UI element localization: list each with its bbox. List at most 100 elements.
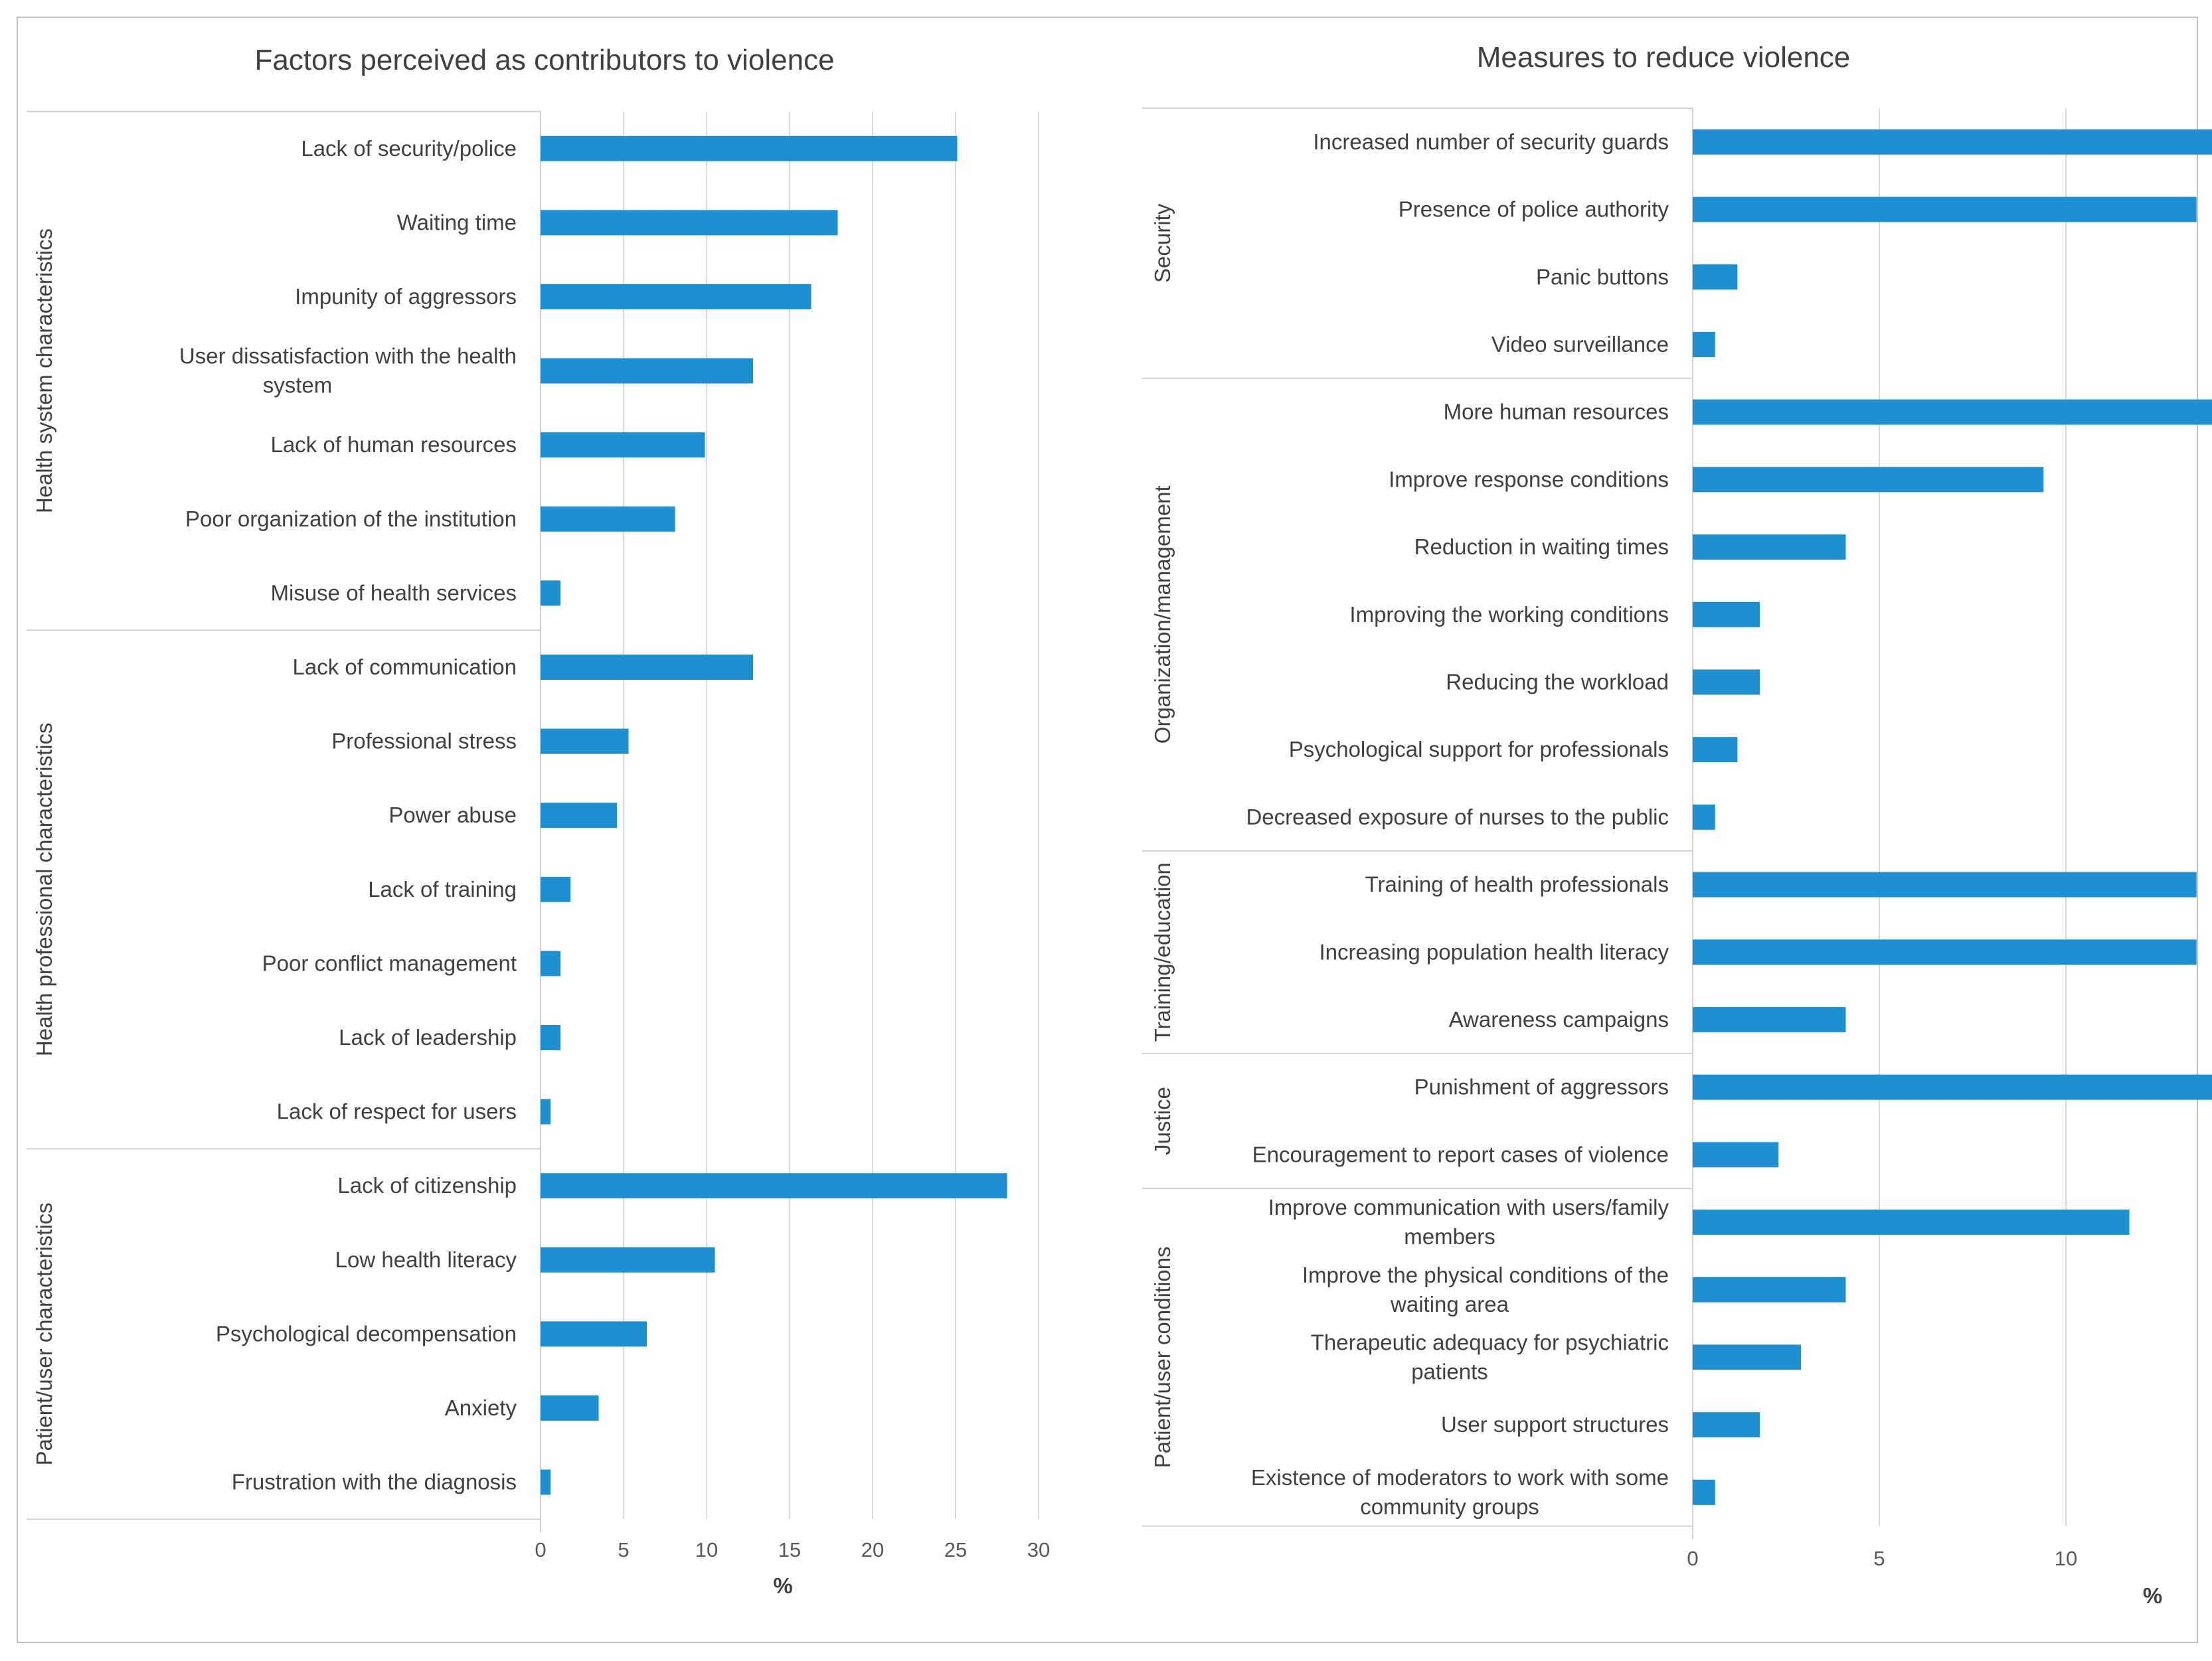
bar-frustration-with-the-diagnosis	[541, 1469, 551, 1495]
category-label: Punishment of aggressors	[1414, 1075, 1669, 1099]
category-label: Awareness campaigns	[1449, 1007, 1669, 1032]
bar-existence-of-moderators-to-work-with-some-community-groups	[1693, 1479, 1715, 1505]
category-label: Training of health professionals	[1365, 872, 1669, 897]
group-label: Patient/user characteristics	[32, 1202, 56, 1465]
bar-lack-of-citizenship	[541, 1173, 1007, 1199]
bar-reducing-the-workload	[1693, 669, 1760, 695]
x-tick-label: 10	[695, 1538, 718, 1561]
bar-power-abuse	[541, 803, 617, 829]
category-label: Therapeutic adequacy for psychiatric pati…	[1311, 1330, 1669, 1384]
bar-increased-number-of-security-guards	[1693, 129, 2212, 155]
category-label: Frustration with the diagnosis	[232, 1470, 517, 1494]
bar-lack-of-respect-for-users	[541, 1099, 551, 1125]
bar-lack-of-security-police	[541, 135, 958, 161]
group-health-professional-characteristics: Health professional characteristics Lack …	[32, 655, 753, 1125]
group-label: Training/education	[1150, 862, 1175, 1042]
group-patient-user-conditions: Patient/user conditions Improve communica…	[1150, 1195, 2130, 1519]
x-tick-label: 30	[1027, 1538, 1050, 1561]
category-label: Poor organization of the institution	[185, 507, 517, 531]
category-label: Presence of police authority	[1399, 197, 1669, 222]
figure-frame	[17, 17, 2198, 1643]
category-label: Decreased exposure of nurses to the publ…	[1246, 805, 1669, 829]
category-label: Impunity of aggressors	[295, 284, 517, 309]
category-label: Psychological decompensation	[216, 1321, 517, 1346]
bar-more-human-resources	[1693, 399, 2212, 425]
category-label: Improve communication with users/family m…	[1268, 1195, 1669, 1249]
category-label: More human resources	[1444, 400, 1669, 424]
bar-panic-buttons	[1693, 264, 1738, 290]
chart-title: Measures to reduce violence	[1477, 41, 1851, 74]
bar-improve-the-physical-conditions-of-the-waiting-area	[1693, 1277, 1846, 1303]
bar-training-of-health-professionals	[1693, 872, 2197, 898]
bar-poor-organization-of-the-institution	[541, 506, 675, 532]
category-label: Lack of leadership	[339, 1025, 517, 1050]
bar-awareness-campaigns	[1693, 1006, 1846, 1032]
category-label: Lack of training	[368, 877, 517, 902]
x-tick-label: 15	[778, 1538, 801, 1561]
bar-user-support-structures	[1693, 1412, 1760, 1438]
group-justice: Justice Punishment of aggressors Encourage…	[1150, 1074, 2212, 1168]
category-label: Misuse of health services	[271, 580, 517, 605]
bar-impunity-of-aggressors	[541, 284, 811, 309]
group-label: Patient/user conditions	[1150, 1247, 1175, 1468]
bar-low-health-literacy	[541, 1247, 715, 1273]
category-label: Waiting time	[397, 210, 517, 234]
bar-user-dissatisfaction-with-the-health-system	[541, 358, 753, 384]
x-axis-label: %	[773, 1573, 792, 1598]
bar-psychological-decompensation	[541, 1321, 647, 1347]
bar-encouragement-to-report-cases-of-violence	[1693, 1142, 1779, 1168]
bar-punishment-of-aggressors	[1693, 1074, 2212, 1100]
category-label: Increased number of security guards	[1313, 129, 1669, 154]
bar-anxiety	[541, 1395, 599, 1421]
x-tick-label: 25	[944, 1538, 967, 1561]
category-label: Psychological support for professionals	[1289, 737, 1669, 761]
chart-panel-1: Factors perceived as contributors to vio…	[27, 44, 1050, 1598]
category-label: Increasing population health literacy	[1319, 939, 1669, 964]
group-label: Justice	[1150, 1087, 1175, 1155]
group-organization-management: Organization/management More human resour…	[1150, 399, 2212, 830]
x-tick-label: 5	[618, 1538, 629, 1561]
category-label: Existence of moderators to work with som…	[1251, 1465, 1669, 1519]
group-label: Health system characteristics	[32, 228, 56, 513]
group-label: Organization/management	[1150, 485, 1175, 744]
x-axis-label: %	[2143, 1583, 2162, 1608]
category-label: Encouragement to report cases of violenc…	[1252, 1142, 1669, 1166]
bar-improving-the-working-conditions	[1693, 601, 1760, 627]
category-label: Power abuse	[388, 803, 517, 827]
bar-video-surveillance	[1693, 331, 1715, 357]
x-tick-label: 10	[2055, 1547, 2077, 1570]
bar-professional-stress	[541, 728, 629, 754]
category-label: Anxiety	[445, 1395, 517, 1420]
x-tick-label: 0	[535, 1538, 546, 1561]
category-label: Reduction in waiting times	[1414, 534, 1669, 559]
chart-panel-2: Measures to reduce violence0510152025%Se…	[1142, 41, 2212, 1608]
category-label: User dissatisfaction with the health syst…	[179, 344, 517, 398]
category-label: Lack of respect for users	[277, 1099, 517, 1124]
category-label: Low health literacy	[335, 1247, 517, 1272]
group-health-system-characteristics: Health system characteristics Lack of sec…	[32, 135, 958, 606]
x-tick-label: 5	[1873, 1547, 1885, 1570]
bar-increasing-population-health-literacy	[1693, 939, 2197, 965]
category-label: Poor conflict management	[262, 951, 517, 975]
bar-reduction-in-waiting-times	[1693, 534, 1846, 560]
bar-decreased-exposure-of-nurses-to-the-public	[1693, 804, 1715, 830]
group-label: Health professional characteristics	[32, 723, 56, 1057]
category-label: Improve response conditions	[1389, 467, 1669, 491]
category-label: Improving the working conditions	[1349, 602, 1669, 627]
bar-lack-of-communication	[541, 655, 753, 680]
x-tick-label: 0	[1687, 1547, 1698, 1570]
bar-psychological-support-for-professionals	[1693, 737, 1738, 763]
category-label: Lack of communication	[293, 655, 517, 679]
category-label: Lack of citizenship	[337, 1173, 517, 1198]
category-label: Professional stress	[331, 729, 517, 753]
bar-waiting-time	[541, 210, 838, 236]
category-label: Reducing the workload	[1446, 669, 1669, 694]
bar-improve-response-conditions	[1693, 467, 2044, 493]
group-training-education: Training/education Training of health pro…	[1150, 862, 2197, 1042]
group-security: Security Increased number of security gua…	[1150, 129, 2212, 357]
category-label: Panic buttons	[1536, 264, 1669, 289]
category-label: Lack of human resources	[270, 432, 517, 457]
group-label: Security	[1150, 203, 1175, 283]
bar-misuse-of-health-services	[541, 580, 560, 606]
